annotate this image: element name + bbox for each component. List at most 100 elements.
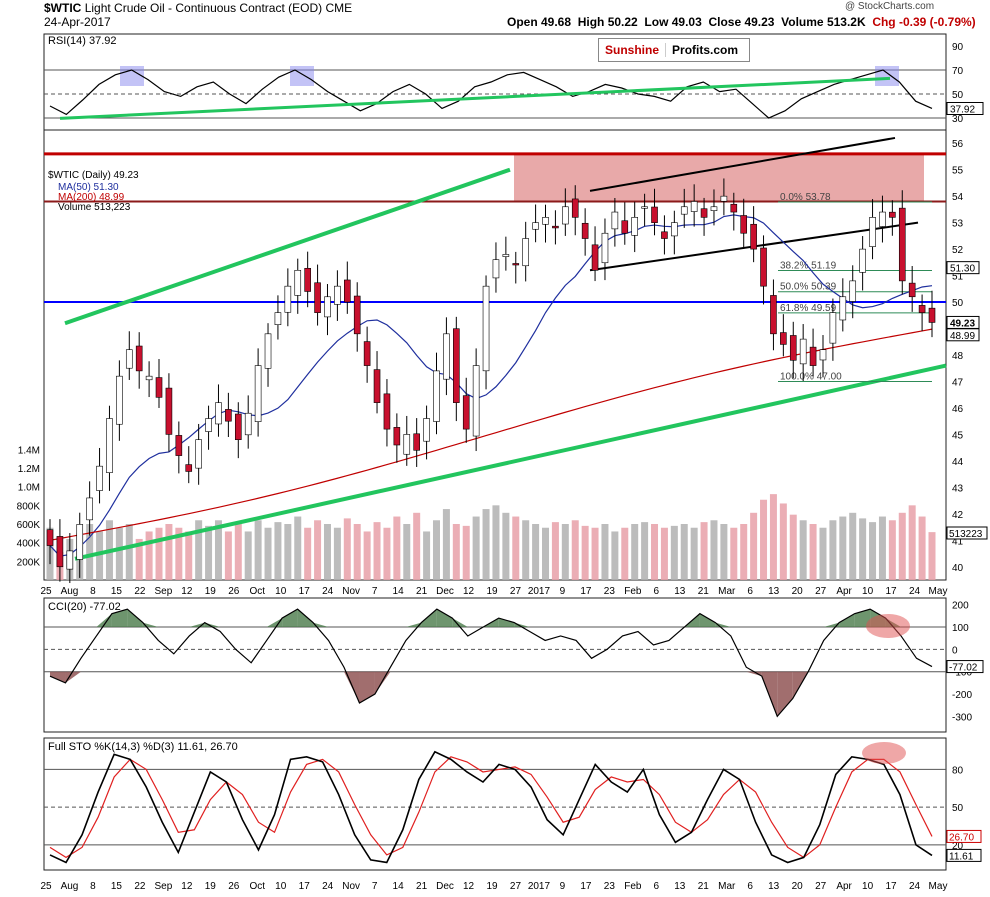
sto-x-label: 27 bbox=[815, 881, 827, 892]
price-right-box bbox=[946, 261, 980, 275]
volume-bar bbox=[512, 516, 520, 580]
candle-body bbox=[928, 307, 936, 323]
price-tick-label: 55 bbox=[952, 166, 964, 177]
price-x-label: 8 bbox=[90, 586, 96, 597]
rsi-overbought-highlight bbox=[875, 66, 899, 86]
candle-body bbox=[661, 231, 668, 239]
volume-bar bbox=[86, 524, 94, 580]
candle-body bbox=[116, 375, 123, 425]
cci-tick-label: -300 bbox=[952, 712, 972, 723]
cci-last-label: -77.02 bbox=[949, 663, 978, 674]
candle-body bbox=[482, 285, 490, 372]
price-tick-label: 42 bbox=[952, 510, 964, 521]
volume-bar bbox=[760, 499, 768, 580]
volume-value: Volume 513.2K bbox=[781, 15, 866, 29]
candle-body bbox=[710, 206, 718, 211]
candle-body bbox=[56, 536, 64, 568]
volume-tick-label: 1.0M bbox=[18, 483, 40, 494]
candle-body bbox=[918, 305, 926, 313]
candle-body bbox=[631, 217, 638, 236]
volume-right-label: 513223 bbox=[949, 529, 983, 540]
sto-k-line bbox=[49, 750, 933, 864]
price-tick-label: 51 bbox=[952, 272, 964, 283]
candle-body bbox=[96, 465, 103, 491]
ma200-line bbox=[49, 328, 933, 541]
cci-overbought-fill bbox=[854, 609, 871, 628]
price-tick-label: 54 bbox=[952, 192, 964, 203]
lower-trend-line bbox=[74, 363, 947, 561]
price-x-label: 12 bbox=[463, 586, 475, 597]
candle-body bbox=[690, 201, 698, 212]
symbol: $WTIC bbox=[44, 1, 82, 15]
candle-body bbox=[86, 497, 93, 521]
rsi-overbought-highlight bbox=[290, 66, 314, 86]
sto-x-label: 12 bbox=[463, 881, 475, 892]
cci-overbought-fill bbox=[839, 613, 855, 628]
volume-bar bbox=[869, 522, 877, 580]
candle-body bbox=[532, 222, 539, 230]
cci-overbought-fill bbox=[313, 622, 329, 628]
volume-tick-label: 400K bbox=[17, 539, 41, 550]
volume-bar bbox=[343, 518, 351, 580]
price-right-label: 49.23 bbox=[950, 318, 975, 329]
fib-label: 100.0% 47.00 bbox=[780, 371, 842, 382]
rsi-tick-label: 30 bbox=[952, 114, 964, 125]
volume-right-box bbox=[946, 526, 988, 540]
wedge-upper-line bbox=[589, 136, 896, 192]
volume-bar bbox=[571, 520, 579, 580]
volume-bar bbox=[849, 512, 857, 580]
cci-overbought-fill bbox=[266, 618, 283, 628]
sto-k-last-box bbox=[946, 848, 982, 862]
volume-bar bbox=[670, 525, 678, 580]
candle-body bbox=[898, 207, 906, 282]
candle-body bbox=[165, 387, 173, 435]
candle-body bbox=[423, 418, 430, 442]
sto-x-label: Sep bbox=[154, 881, 172, 892]
price-x-label: 2017 bbox=[528, 586, 551, 597]
volume-bar bbox=[125, 524, 133, 580]
sto-x-label: 17 bbox=[299, 881, 311, 892]
candle-body bbox=[254, 365, 262, 422]
price-x-label: 10 bbox=[862, 586, 874, 597]
price-tick-label: 56 bbox=[952, 139, 964, 150]
candle-body bbox=[274, 312, 282, 325]
price-x-label: 17 bbox=[580, 586, 592, 597]
sto-x-label: 13 bbox=[768, 881, 780, 892]
volume-bar bbox=[413, 512, 421, 580]
watermark: @ StockCharts.com bbox=[845, 1, 935, 12]
volume-bar bbox=[274, 522, 282, 580]
price-x-label: 26 bbox=[228, 586, 240, 597]
candle-body bbox=[581, 222, 589, 239]
price-tick-label: 47 bbox=[952, 377, 964, 388]
candle-body bbox=[443, 333, 450, 380]
volume-bar bbox=[403, 524, 411, 580]
volume-bar bbox=[135, 538, 143, 580]
rsi-line bbox=[49, 69, 933, 119]
candle-body bbox=[552, 225, 559, 229]
sunshine-profits-logo[interactable]: Sunshine Profits.com bbox=[598, 38, 750, 62]
price-x-label: 27 bbox=[815, 586, 827, 597]
exchange: CME bbox=[325, 1, 353, 15]
volume-bar bbox=[928, 532, 936, 580]
sto-x-label: Oct bbox=[249, 881, 265, 892]
cci-overbought-fill bbox=[823, 622, 840, 628]
cci-overbought-fill bbox=[282, 609, 298, 628]
price-tick-label: 44 bbox=[952, 457, 964, 468]
candle-body bbox=[324, 296, 331, 318]
price-x-label: Sep bbox=[154, 586, 172, 597]
rsi-last-label: 37.92 bbox=[950, 104, 975, 115]
candle-body bbox=[819, 349, 827, 361]
volume-bar bbox=[373, 522, 381, 580]
candle-body bbox=[344, 279, 351, 303]
volume-bar bbox=[234, 524, 242, 580]
candle-body bbox=[453, 328, 460, 403]
cci-oversold-fill bbox=[777, 671, 793, 717]
price-x-label: 24 bbox=[322, 586, 334, 597]
candle-body bbox=[651, 206, 658, 223]
volume-tick-label: 600K bbox=[17, 520, 41, 531]
volume-bar bbox=[195, 520, 203, 580]
cci-title: CCI(20) -77.02 bbox=[48, 601, 121, 613]
candle-body bbox=[889, 211, 896, 218]
